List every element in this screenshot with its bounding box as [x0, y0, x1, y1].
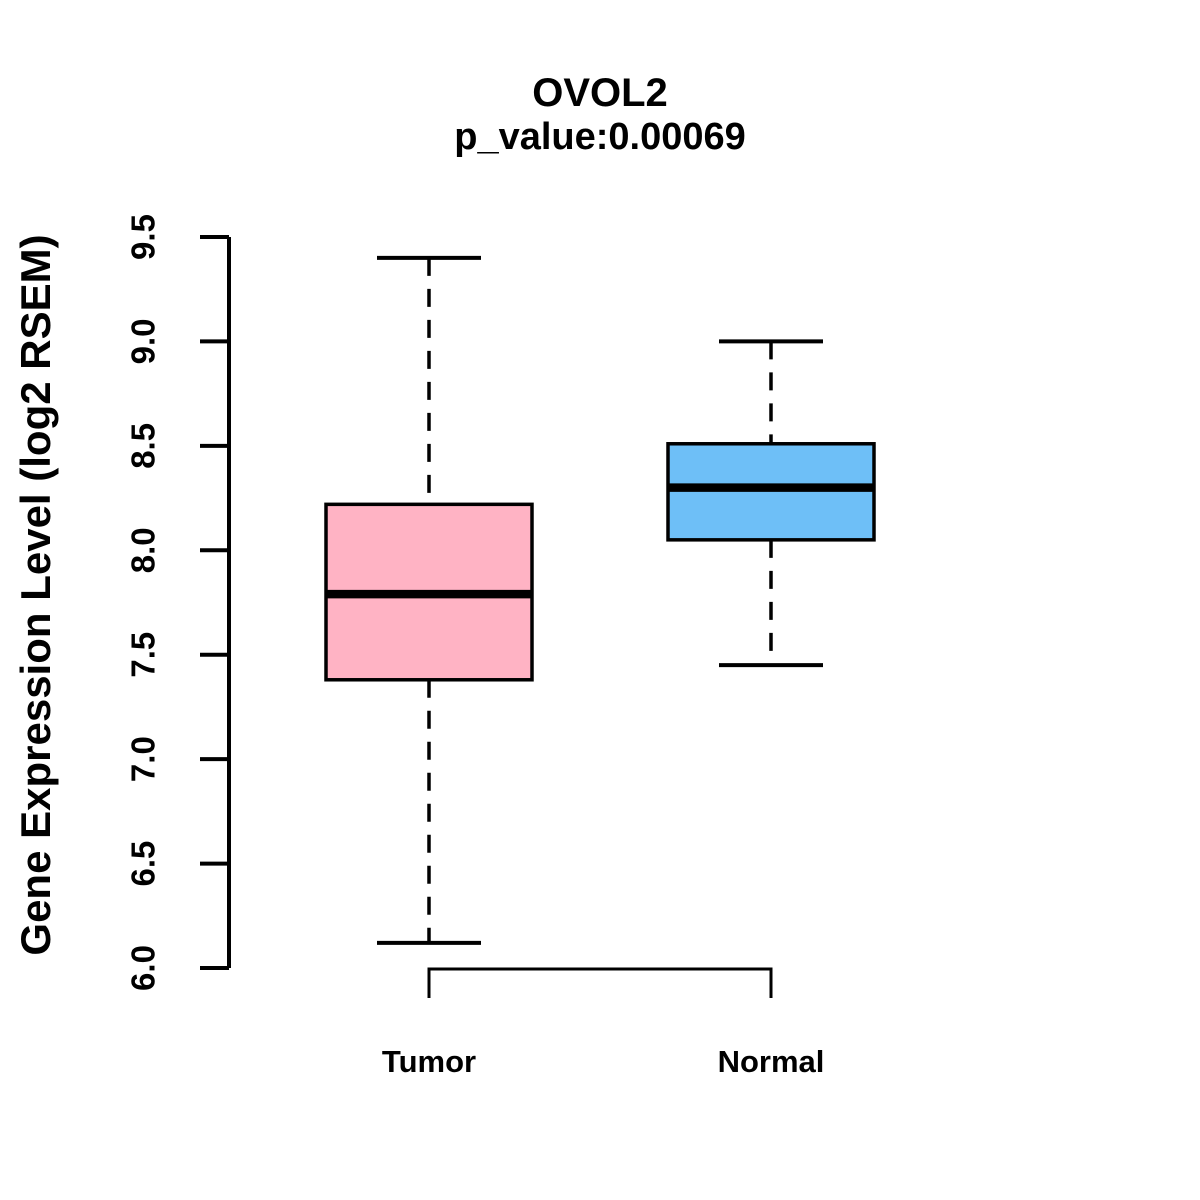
x-category-label-tumor: Tumor: [381, 1044, 477, 1079]
chart-subtitle-pvalue: p_value:0.00069: [454, 116, 746, 158]
chart-title: OVOL2: [532, 71, 668, 115]
y-tick-label: 7.0: [125, 736, 162, 782]
y-tick-label: 9.0: [125, 318, 162, 364]
y-tick-label: 8.0: [125, 527, 162, 573]
x-axis-bracket: [427, 967, 773, 998]
y-tick-label: 6.0: [125, 945, 162, 991]
y-tick-label: 8.5: [125, 423, 162, 469]
y-axis-title: Gene Expression Level (log2 RSEM): [12, 234, 59, 956]
y-tick-label: 9.5: [125, 214, 162, 260]
y-tick-label: 6.5: [125, 841, 162, 887]
y-tick-label: 7.5: [125, 632, 162, 678]
x-category-label-normal: Normal: [717, 1044, 825, 1079]
